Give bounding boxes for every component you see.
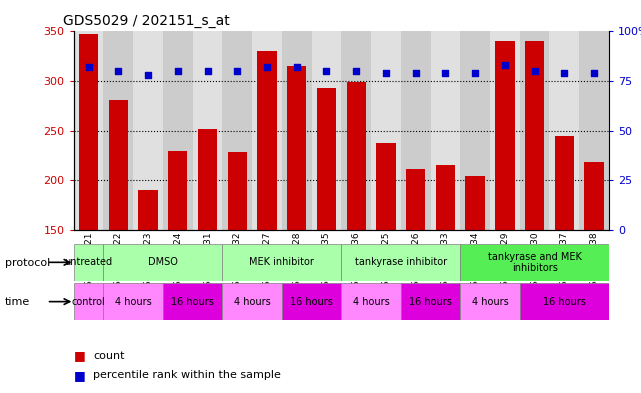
- Bar: [460, 283, 520, 320]
- Bar: [168, 151, 187, 230]
- Point: [83, 64, 94, 70]
- Text: DMSO: DMSO: [148, 257, 178, 267]
- Bar: [257, 51, 277, 230]
- Point: [203, 68, 213, 74]
- Point: [440, 70, 451, 76]
- Point: [113, 68, 124, 74]
- Bar: [341, 31, 371, 230]
- Point: [589, 70, 599, 76]
- Bar: [193, 31, 222, 230]
- Text: GDS5029 / 202151_s_at: GDS5029 / 202151_s_at: [63, 14, 229, 28]
- Text: control: control: [72, 297, 106, 307]
- Point: [529, 68, 540, 74]
- Text: 16 hours: 16 hours: [409, 297, 452, 307]
- Text: 16 hours: 16 hours: [543, 297, 586, 307]
- Text: 4 hours: 4 hours: [472, 297, 508, 307]
- Bar: [317, 88, 336, 230]
- Point: [381, 70, 391, 76]
- Bar: [312, 31, 341, 230]
- Bar: [376, 143, 395, 230]
- Bar: [520, 283, 609, 320]
- Bar: [252, 31, 282, 230]
- Bar: [103, 283, 163, 320]
- Bar: [554, 136, 574, 230]
- Bar: [198, 129, 217, 230]
- Text: 4 hours: 4 hours: [353, 297, 390, 307]
- Bar: [103, 31, 133, 230]
- Bar: [520, 31, 549, 230]
- Bar: [103, 244, 222, 281]
- Bar: [222, 244, 341, 281]
- Bar: [401, 31, 431, 230]
- Point: [559, 70, 569, 76]
- Bar: [287, 66, 306, 230]
- Bar: [549, 31, 579, 230]
- Bar: [436, 165, 455, 230]
- Bar: [406, 169, 426, 230]
- Point: [410, 70, 420, 76]
- Text: ■: ■: [74, 349, 85, 362]
- Bar: [401, 283, 460, 320]
- Text: MEK inhibitor: MEK inhibitor: [249, 257, 314, 267]
- Point: [321, 68, 331, 74]
- Bar: [74, 283, 103, 320]
- Bar: [431, 31, 460, 230]
- Bar: [74, 31, 103, 230]
- Bar: [465, 176, 485, 230]
- Bar: [371, 31, 401, 230]
- Text: 16 hours: 16 hours: [171, 297, 214, 307]
- Text: ■: ■: [74, 369, 85, 382]
- Text: time: time: [5, 297, 30, 307]
- Bar: [222, 31, 252, 230]
- Bar: [495, 41, 515, 230]
- Bar: [525, 41, 544, 230]
- Point: [262, 64, 272, 70]
- Text: tankyrase inhibitor: tankyrase inhibitor: [354, 257, 447, 267]
- Bar: [74, 244, 103, 281]
- Bar: [163, 31, 193, 230]
- Point: [500, 62, 510, 68]
- Point: [172, 68, 183, 74]
- Point: [143, 72, 153, 78]
- Bar: [579, 31, 609, 230]
- Bar: [585, 162, 604, 230]
- Text: 16 hours: 16 hours: [290, 297, 333, 307]
- Point: [351, 68, 362, 74]
- Point: [470, 70, 480, 76]
- Bar: [460, 31, 490, 230]
- Text: 4 hours: 4 hours: [115, 297, 151, 307]
- Point: [292, 64, 302, 70]
- Text: untreated: untreated: [65, 257, 113, 267]
- Bar: [163, 283, 222, 320]
- Bar: [341, 244, 460, 281]
- Bar: [79, 35, 98, 230]
- Text: 4 hours: 4 hours: [234, 297, 271, 307]
- Bar: [222, 283, 282, 320]
- Bar: [282, 31, 312, 230]
- Bar: [133, 31, 163, 230]
- Bar: [460, 244, 609, 281]
- Bar: [109, 100, 128, 230]
- Point: [232, 68, 242, 74]
- Bar: [228, 152, 247, 230]
- Bar: [282, 283, 341, 320]
- Bar: [341, 283, 401, 320]
- Text: protocol: protocol: [5, 257, 51, 268]
- Text: percentile rank within the sample: percentile rank within the sample: [93, 370, 281, 380]
- Text: count: count: [93, 351, 124, 361]
- Bar: [490, 31, 520, 230]
- Text: tankyrase and MEK
inhibitors: tankyrase and MEK inhibitors: [488, 252, 581, 273]
- Bar: [138, 190, 158, 230]
- Bar: [347, 82, 366, 230]
